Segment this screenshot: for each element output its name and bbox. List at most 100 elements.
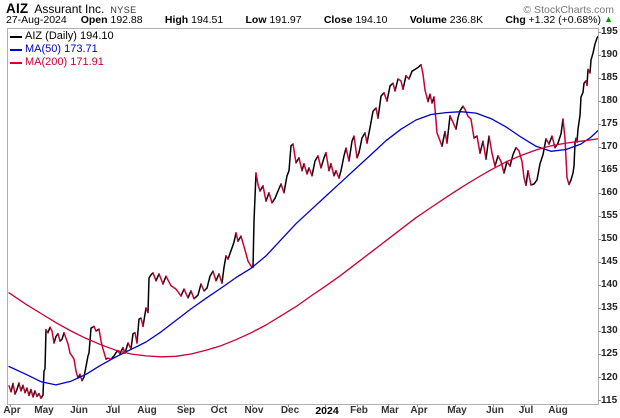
legend-label: MA(50) 173.71 [25, 43, 98, 55]
company-name: Assurant Inc. [34, 2, 105, 16]
y-axis-label: 140 [601, 279, 618, 291]
x-axis-label: Oct [210, 405, 228, 416]
y-axis-tick [598, 100, 601, 102]
y-axis-tick [598, 215, 601, 217]
legend-label: MA(200) 171.91 [25, 56, 104, 68]
quote-field-close: Close 194.10 [323, 14, 388, 26]
x-axis-tick [252, 404, 253, 407]
x-axis-tick [111, 404, 112, 407]
y-axis-tick [598, 284, 601, 286]
ma50-line [8, 111, 598, 386]
price-chart-plot-area [7, 28, 599, 405]
y-axis-tick [598, 353, 601, 355]
y-axis-label: 185 [601, 72, 618, 84]
stockcharts-copyright-link[interactable]: © StockCharts.com [523, 4, 614, 16]
x-axis-label: Apr [3, 405, 21, 416]
ticker-symbol: AIZ [6, 1, 29, 16]
x-axis-label: May [447, 405, 467, 416]
y-axis-label: 145 [601, 256, 618, 268]
x-axis-label: Apr [410, 405, 428, 416]
x-axis-tick [455, 404, 456, 407]
y-axis-label: 180 [601, 95, 618, 107]
y-axis-tick [598, 377, 601, 378]
x-axis-label: Sep [176, 405, 196, 416]
x-axis-label: Dec [280, 405, 300, 416]
x-axis-tick [417, 404, 418, 407]
y-axis-tick [598, 77, 601, 79]
y-axis-label: 150 [601, 233, 618, 245]
x-axis-label: Feb [350, 405, 368, 416]
quote-strip: 27-Aug-2024 Open 192.88 High 194.51 Low 19… [6, 14, 613, 26]
price-chart-svg [8, 35, 598, 399]
quote-date: 27-Aug-2024 [6, 14, 67, 26]
chart-legend: AIZ (Daily) 194.10 MA(50) 173.71 MA(200) 1… [10, 30, 114, 69]
y-axis-tick [598, 31, 601, 33]
y-axis-label: 120 [601, 371, 618, 383]
legend-label: AIZ (Daily) 194.10 [25, 30, 114, 42]
x-axis-tick [388, 404, 389, 407]
chart-header: AIZ Assurant Inc. NYSE © StockCharts.com [6, 1, 614, 16]
x-axis-label: Aug [137, 405, 157, 416]
y-axis-label: 175 [601, 118, 618, 130]
legend-swatch [10, 35, 22, 38]
y-axis-tick [598, 146, 601, 148]
exchange-label: NYSE [110, 5, 137, 15]
y-axis-label: 135 [601, 302, 618, 314]
x-axis-label: Nov [244, 405, 264, 416]
x-axis-tick [217, 404, 218, 407]
x-axis-label: Jul [518, 405, 534, 416]
quote-field-open: Open 192.88 [80, 14, 143, 26]
quote-field-high: High 194.51 [164, 14, 224, 26]
y-axis-tick [598, 192, 601, 194]
quote-fields: Open 192.88 High 194.51 Low 191.97 Close 19… [81, 14, 601, 26]
legend-swatch [10, 61, 22, 64]
price-line-up-segments [10, 35, 598, 399]
legend-swatch [10, 48, 22, 51]
y-axis-tick [598, 261, 601, 263]
legend-item: MA(50) 173.71 [10, 43, 114, 56]
y-axis-tick [598, 169, 601, 171]
y-axis-label: 155 [601, 210, 618, 222]
y-axis-label: 160 [601, 187, 618, 199]
x-axis-label: 2024 [315, 405, 339, 417]
y-axis-tick [598, 238, 601, 240]
ma200-line [8, 138, 598, 358]
y-axis-tick [598, 54, 601, 56]
price-line-down-segments [8, 63, 591, 399]
x-axis-tick [145, 404, 146, 407]
x-axis-label: Jun [70, 405, 88, 416]
y-axis-tick [598, 307, 601, 309]
y-axis-label: 170 [601, 141, 618, 153]
x-axis-tick [357, 404, 358, 407]
y-axis-tick [598, 400, 601, 401]
x-axis-tick [184, 404, 185, 407]
x-axis-tick [325, 404, 326, 407]
x-axis-label: Mar [381, 405, 399, 416]
x-axis-label: Jul [105, 405, 121, 416]
y-axis-label: 190 [601, 49, 618, 60]
y-axis-label: 165 [601, 164, 618, 176]
y-axis-tick [598, 330, 601, 332]
quote-field-volume: Volume 236.8K [409, 14, 484, 26]
y-axis-label: 125 [601, 348, 618, 360]
x-axis-tick [42, 404, 43, 407]
x-axis-tick [77, 404, 78, 407]
change-up-triangle-icon: ▲ [604, 14, 613, 24]
x-axis-label: Aug [548, 405, 568, 416]
y-axis-tick [598, 123, 601, 125]
x-axis-tick [10, 404, 11, 407]
legend-item: MA(200) 171.91 [10, 56, 114, 69]
x-axis-tick [493, 404, 494, 407]
quote-field-chg: Chg +1.32 (+0.68%) [505, 14, 602, 26]
x-axis-label: Jun [486, 405, 504, 416]
y-axis-label: 130 [601, 325, 618, 337]
y-axis-label: 195 [601, 26, 618, 37]
x-axis-tick [556, 404, 557, 407]
legend-item: AIZ (Daily) 194.10 [10, 30, 114, 43]
x-axis-tick [524, 404, 525, 407]
x-axis-label: May [34, 405, 54, 416]
quote-field-low: Low 191.97 [245, 14, 302, 26]
x-axis-tick [288, 404, 289, 407]
y-axis-label: 115 [601, 394, 618, 406]
